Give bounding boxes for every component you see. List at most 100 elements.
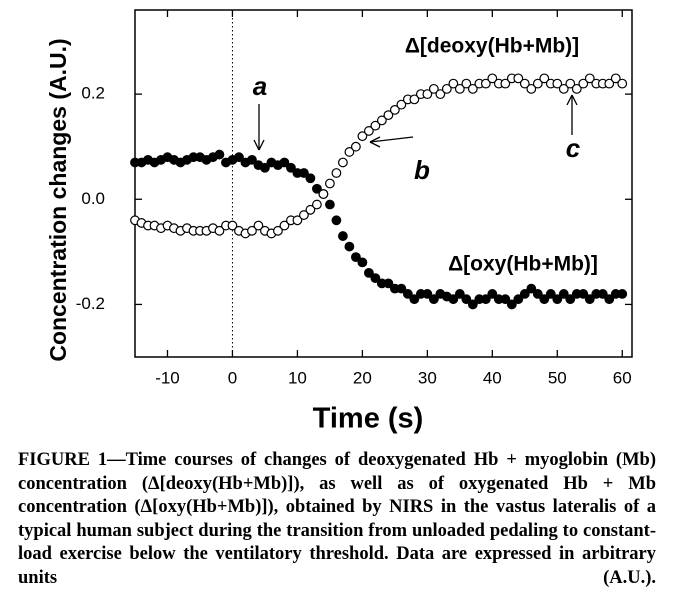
point-annotation: b	[414, 155, 430, 185]
data-point	[422, 89, 433, 100]
data-point	[409, 294, 420, 305]
data-point	[448, 294, 459, 305]
data-point	[578, 289, 589, 299]
data-point	[363, 126, 374, 136]
data-point	[584, 73, 595, 84]
data-point	[610, 73, 621, 84]
chart: Time (s) Concentration changes (A.U.) -1…	[45, 9, 633, 435]
data-point	[428, 294, 439, 305]
data-point	[357, 257, 368, 268]
y-tick-label: -0.2	[76, 294, 105, 313]
x-tick-label: 0	[228, 368, 237, 387]
data-point	[441, 83, 452, 94]
figure-caption: FIGURE 1—Time courses of changes of deox…	[18, 450, 656, 588]
data-point	[396, 99, 407, 110]
data-point	[519, 78, 530, 89]
data-point	[331, 215, 342, 226]
data-point	[565, 294, 576, 305]
data-point	[454, 83, 465, 94]
x-tick-label: -10	[155, 368, 180, 387]
series-annotation: Δ[deoxy(Hb+Mb)]	[405, 35, 579, 58]
data-point	[513, 294, 524, 305]
data-point	[247, 225, 257, 236]
data-point	[279, 157, 290, 168]
data-point	[337, 157, 348, 168]
x-tick-label: 50	[548, 368, 567, 387]
data-point	[383, 278, 394, 289]
data-point	[227, 220, 238, 231]
data-point	[532, 78, 543, 89]
data-point	[578, 78, 589, 89]
series-annotation: Δ[oxy(Hb+Mb)]	[448, 253, 598, 276]
data-point	[350, 141, 361, 152]
data-point	[552, 78, 563, 89]
point-annotation: c	[566, 133, 581, 163]
data-point	[500, 294, 511, 305]
data-point	[500, 78, 511, 89]
data-point	[604, 294, 615, 305]
arrow-a-head	[253, 139, 265, 151]
data-point	[247, 154, 257, 165]
data-point	[571, 83, 582, 94]
data-point	[318, 189, 329, 199]
data-point	[344, 147, 355, 157]
x-tick-label: 40	[483, 368, 502, 387]
data-point	[467, 83, 478, 94]
data-point	[396, 283, 407, 294]
data-point	[260, 162, 270, 173]
data-point	[461, 294, 472, 305]
data-point	[299, 210, 309, 220]
data-point	[363, 267, 374, 278]
data-point	[234, 152, 244, 163]
data-point	[422, 289, 433, 299]
data-point	[370, 273, 381, 284]
data-point	[325, 199, 335, 210]
data-point	[545, 289, 556, 299]
data-point	[370, 120, 381, 131]
y-axis-label: Concentration changes (A.U.)	[45, 38, 71, 361]
data-point	[513, 73, 524, 84]
data-point	[325, 178, 335, 189]
data-point	[402, 289, 413, 299]
data-point	[467, 299, 478, 310]
point-annotation: a	[253, 71, 267, 101]
x-tick-label: 10	[288, 368, 307, 387]
data-point	[604, 78, 615, 89]
data-point	[526, 83, 537, 94]
data-point	[480, 294, 491, 305]
data-point	[461, 78, 472, 89]
data-point	[286, 162, 296, 173]
data-point	[487, 289, 498, 299]
data-point	[558, 83, 569, 94]
x-axis-label: Time (s)	[313, 403, 424, 435]
data-point	[487, 73, 498, 84]
data-point	[539, 73, 550, 84]
data-point	[389, 104, 400, 115]
data-point	[253, 220, 264, 231]
data-point	[350, 252, 361, 263]
data-point	[565, 78, 576, 89]
data-point	[448, 78, 459, 89]
data-point	[552, 294, 563, 305]
data-point	[299, 168, 309, 178]
x-tick-label: 20	[353, 368, 372, 387]
data-point	[312, 199, 322, 210]
arrow-c-head	[566, 94, 578, 106]
data-point	[344, 241, 355, 252]
arrow-b-head	[369, 136, 381, 148]
data-point	[409, 94, 420, 105]
data-point	[617, 78, 628, 89]
data-point	[597, 289, 608, 299]
data-point	[214, 149, 225, 160]
data-point	[428, 83, 439, 94]
data-point	[383, 110, 394, 121]
data-point	[273, 225, 283, 236]
data-point	[558, 289, 569, 299]
data-point	[480, 78, 491, 89]
data-point	[454, 289, 465, 299]
data-point	[279, 220, 290, 231]
data-point	[292, 215, 303, 226]
data-point	[305, 204, 316, 215]
data-point	[214, 225, 225, 236]
y-tick-label: 0.0	[81, 189, 105, 208]
